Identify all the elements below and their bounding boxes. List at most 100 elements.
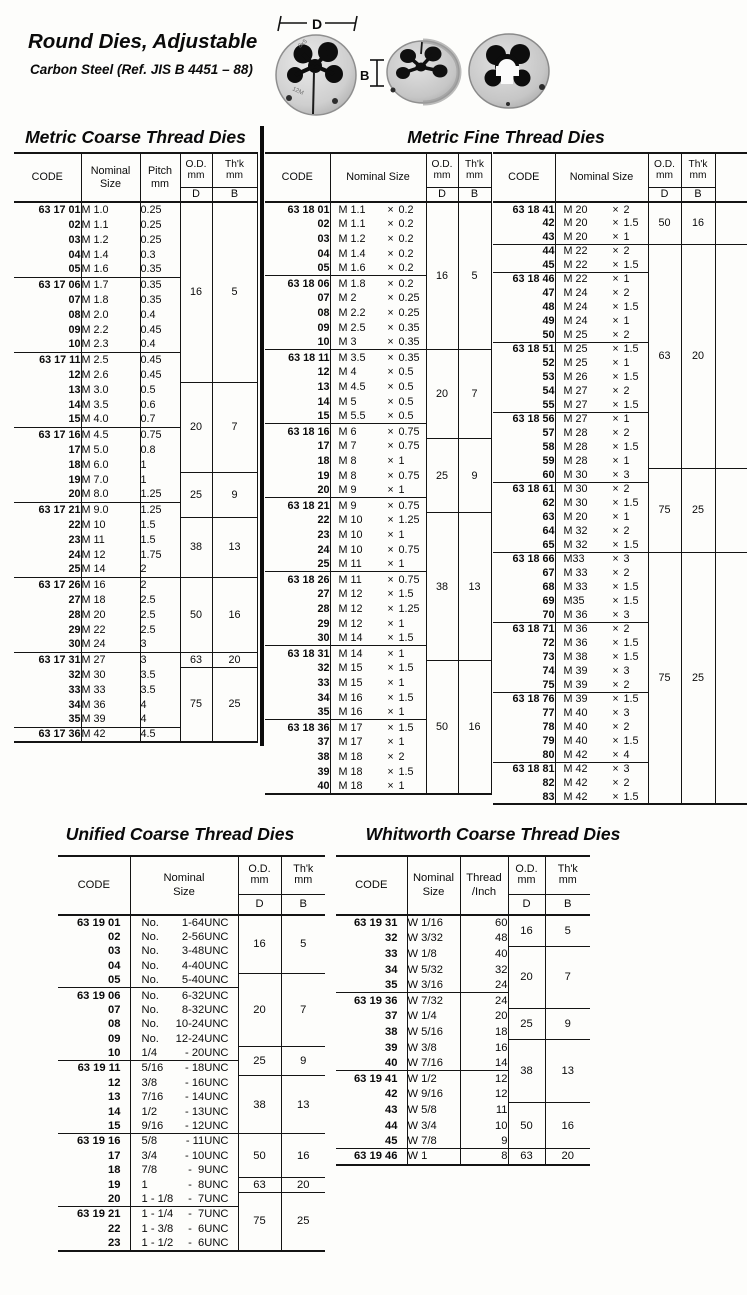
table-row: 04 M 1.4 0.3 [14,247,257,262]
od-cell: 50 [425,660,458,794]
code-cell: 63 19 11 [58,1060,130,1076]
unom-cell: No. 1-64UNC [129,915,238,930]
unom-cell: No. 10-24UNC [129,1017,238,1032]
fnom-cell: M 38 × 1.5 [554,650,648,664]
code-cell: 22 [108,1222,121,1235]
table-row: 15 M 5.5 × 0.5 [265,409,491,424]
table-row: 63 19 21 1 - 1/4- 7UNC [58,1206,325,1222]
header-code: CODE [265,153,330,203]
unom-cell: No. 3-48UNC [129,944,238,959]
multiply-sign: × [387,750,394,763]
code-cell: 05 [317,262,330,275]
table-row: 08 M 2.0 0.4 [14,307,257,322]
pitch-cell: 0.75 [139,426,180,442]
thk-cell: 25 [680,467,715,552]
header-b: B [211,187,258,203]
multiply-sign: × [387,528,394,541]
table-row: 63 17 11 M 2.5 0.45 [14,351,257,367]
multiply-sign: × [387,292,394,305]
multiply-sign: × [612,581,619,593]
metric-coarse-title: Metric Coarse Thread Dies [25,127,246,147]
die-photos: D 8x5 12M B [275,15,550,116]
code-cell: 53 [542,371,555,383]
unom-cell: No. 5-40UNC [129,973,238,988]
table-row: 50 M 25 × 2 [493,328,747,342]
table-row: 02 M 1.1 × 0.2 [265,216,491,232]
fnom-cell: M 20 × 1 [554,510,648,524]
od-cell: 20 [179,381,212,472]
fnom-cell: M 11 × 0.75 [329,571,426,587]
pitch-cell: 1.25 [139,501,180,517]
table-row: 63 17 06 M 1.7 0.35 [14,276,257,292]
metric-fine-left-table-block: CODE Nominal Size O.D. mm Th'k mm D B 63 18 01 M … [265,152,492,795]
table-row: 45 W 7/8 9 [336,1133,590,1149]
code-cell: 15 [317,410,330,423]
code-cell: 44 [385,1119,398,1132]
fnom-cell: M 40 × 2 [554,720,648,734]
code-cell: 02 [317,218,330,231]
code-cell: 28 [317,602,330,615]
multiply-sign: × [387,543,394,556]
unom-cell: 5/8- 11UNC [129,1133,238,1149]
table-row: 34 M 16 × 1.5 [265,690,491,706]
table-row: 04 M 1.4 × 0.2 [265,246,491,262]
thk-cell: 13 [211,516,258,577]
multiply-sign: × [387,262,394,275]
fnom-cell: M 12 × 1.25 [329,601,426,617]
table-row: 32 M 30 3.5 75 25 [14,666,258,742]
multiply-sign: × [387,779,394,792]
multiply-sign: × [612,398,619,411]
code-cell: 57 [542,427,555,439]
table-row: 48 M 24 × 1.5 [493,300,747,314]
fnom-cell: M 1.4 × 0.2 [329,246,426,262]
table-row: 29 M 12 × 1 [265,616,491,632]
fnom-cell: M 1.8 × 0.2 [329,275,426,291]
table-row: 32 M 15 × 1.5 50 16 [265,660,492,794]
fnom-cell: M 15 × 1.5 [329,660,426,676]
code-cell: 25 [68,563,81,576]
fnom-cell: M 36 × 2 [554,621,648,636]
fnom-cell: M 12 × 1.5 [329,586,426,602]
code-cell: 40 [317,779,330,792]
table-row: 24 M 12 1.75 [14,547,257,562]
code-cell: 63 17 21 [14,501,81,517]
nom-cell: M 30 [80,667,140,682]
pitch-cell: 2.5 [139,622,180,637]
code-cell: 27 [317,588,330,601]
nom-cell: M 1.0 [80,202,140,217]
header-od: O.D. mm [507,856,545,895]
code-cell: 68 [542,581,555,593]
nom-cell: M 1.6 [80,262,140,277]
fnom-cell: M 2.5 × 0.35 [329,320,426,336]
code-cell: 05 [108,974,121,987]
code-cell: 35 [385,978,398,991]
od-cell: 63 [507,1148,545,1165]
code-cell: 20 [68,488,81,501]
code-cell: 63 18 36 [265,719,330,735]
thk-cell: 20 [211,651,258,667]
tpi-cell: 9 [459,1133,508,1149]
thk-cell: 13 [280,1075,325,1134]
fnom-cell: M33 × 3 [554,551,648,566]
multiply-sign: × [612,357,619,369]
thk-cell: 7 [457,349,492,439]
multiply-sign: × [387,277,394,290]
table-row: 45 M 22 × 1.5 [493,258,747,272]
nom-cell: M 1.1 [80,217,140,232]
table-row: 33 W 1/8 40 20 7 [336,945,590,1009]
nom-cell: M 11 [80,532,140,547]
table-row: 77 M 40 × 3 [493,706,747,720]
code-cell: 63 17 36 [14,726,81,742]
fnom-cell: M 30 × 2 [554,481,648,496]
table-row: 35 M 16 × 1 [265,705,491,720]
code-cell: 60 [542,468,555,481]
pitch-cell: 0.25 [139,232,180,247]
header-nominal: Nominal Size [129,856,238,916]
code-cell: 63 17 06 [14,276,81,292]
table-row: 63 19 11 5/16- 18UNC [58,1060,325,1076]
od-cell: 16 [237,915,281,974]
pitch-cell: 1.75 [139,547,180,562]
table-row: 64 M 32 × 2 [493,524,747,538]
table-row: 42 W 9/16 12 [336,1086,590,1103]
multiply-sign: × [612,427,619,439]
